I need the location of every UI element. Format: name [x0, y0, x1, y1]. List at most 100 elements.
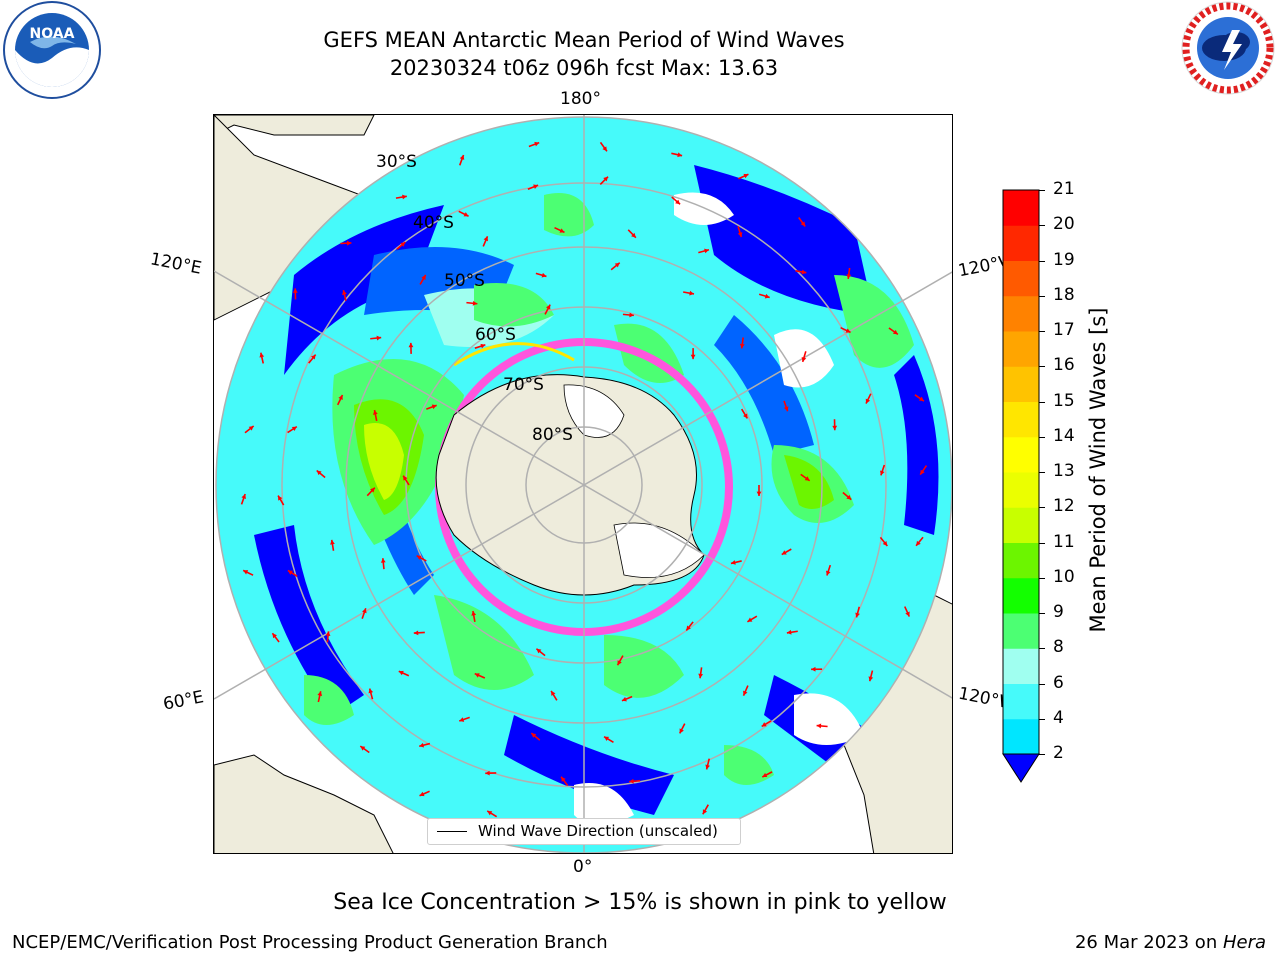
- wave-direction-arrowhead: [686, 625, 691, 631]
- colorbar-segment: [1003, 718, 1039, 755]
- wave-direction-arrowhead: [621, 696, 627, 702]
- colorbar-segment: [1003, 542, 1039, 579]
- wave-direction-arrowhead: [892, 329, 898, 335]
- wave-direction-arrowhead: [408, 342, 414, 348]
- lat-label-70s: 70°S: [503, 375, 544, 395]
- legend-line-swatch: [437, 831, 467, 833]
- lat-label-40s: 40°S: [413, 213, 454, 233]
- wave-direction-arrowhead: [747, 617, 753, 622]
- wave-direction-arrowhead: [801, 269, 807, 275]
- wind-wave-direction-arrows: [240, 141, 928, 831]
- wave-direction-arrowhead: [259, 352, 265, 358]
- colorbar-tick-label: 13: [1053, 461, 1075, 481]
- wave-direction-arrowhead: [801, 356, 807, 362]
- legend-label: Wind Wave Direction (unscaled): [478, 822, 718, 840]
- footer-machine: Hera: [1222, 932, 1266, 953]
- colorbar-tick-mark: [1039, 366, 1045, 368]
- colorbar-tick-label: 6: [1053, 672, 1064, 693]
- wave-direction-arrowhead: [421, 274, 426, 280]
- wave-direction-arrowhead: [679, 728, 684, 734]
- wave-direction-arrowhead: [756, 491, 762, 496]
- colorbar-tick-label: 2: [1053, 743, 1064, 763]
- wave-direction-arrowhead: [602, 146, 607, 152]
- colorbar-under-extension: [1002, 753, 1040, 783]
- wave-direction-arrowhead: [287, 570, 293, 575]
- wave-direction-arrowhead: [463, 212, 469, 217]
- chart-subtitle: 20230324 t06z 096h fcst Max: 13.63: [389, 56, 779, 80]
- wave-direction-arrowhead: [338, 394, 343, 400]
- wave-direction-arrowhead: [311, 354, 316, 360]
- wave-direction-arrowhead: [342, 290, 347, 295]
- colorbar-tick-label: 20: [1053, 214, 1075, 235]
- lat-label-80s: 80°S: [532, 425, 573, 445]
- national-weather-service-logo-icon: [1176, 0, 1280, 104]
- colorbar-tick-mark: [1039, 577, 1045, 579]
- colorbar-tick-label: 19: [1053, 249, 1075, 270]
- graticule: [214, 115, 952, 853]
- colorbar-tick-mark: [1039, 401, 1045, 403]
- wave-direction-arrowhead: [905, 611, 910, 617]
- wave-direction-arrowhead: [545, 304, 551, 310]
- wave-direction-arrowhead: [743, 690, 748, 696]
- wave-direction-arrowhead: [677, 152, 683, 158]
- map-panel: [213, 114, 953, 854]
- lon-label-60e: 60°E: [161, 687, 206, 715]
- wave-direction-arrowhead: [325, 631, 331, 636]
- colorbar-tick-label: 10: [1053, 566, 1075, 587]
- colorbar-tick-mark: [1039, 190, 1045, 191]
- colorbar-tick-label: 15: [1053, 390, 1075, 411]
- wave-direction-arrowhead: [882, 541, 888, 546]
- colorbar-tick-mark: [1039, 260, 1045, 262]
- wave-direction-arrowhead: [631, 232, 636, 238]
- footer-date: 26 Mar 2023 on Hera: [1075, 932, 1266, 953]
- colorbar-segment: [1003, 295, 1039, 332]
- wave-direction-arrowhead: [248, 426, 254, 431]
- wave-direction-arrowhead: [868, 676, 874, 682]
- wave-direction-arrowhead: [431, 404, 437, 410]
- lon-label-0: 0°: [573, 857, 593, 877]
- wave-direction-arrowhead: [846, 494, 852, 500]
- wave-direction-arrowhead: [541, 272, 547, 278]
- wave-direction-arrowhead: [690, 354, 696, 360]
- noaa-logo-icon: NOAA: [0, 0, 104, 104]
- colorbar-tick-label: 14: [1053, 425, 1075, 446]
- wave-direction-arrowhead: [918, 396, 924, 402]
- wave-direction-arrowhead: [317, 691, 323, 697]
- colorbar-tick-mark: [1039, 683, 1045, 685]
- wave-direction-arrowhead: [551, 690, 556, 696]
- wave-direction-arrowhead: [816, 723, 822, 729]
- wave-direction-arrowhead: [531, 733, 537, 738]
- wave-direction-arrowhead: [604, 736, 610, 741]
- colorbar-tick-label: 18: [1053, 284, 1075, 305]
- wave-direction-arrowhead: [846, 274, 852, 279]
- wave-direction-arrowhead: [825, 570, 831, 576]
- wave-direction-arrowhead: [603, 176, 609, 182]
- colorbar-segment: [1003, 472, 1039, 508]
- colorbar-tick-label: 9: [1053, 602, 1064, 622]
- colorbar-segment: [1003, 331, 1039, 367]
- wave-direction-arrowhead: [879, 470, 885, 476]
- colorbar-tick-label: 16: [1053, 355, 1075, 376]
- wave-direction-arrowhead: [739, 343, 745, 349]
- wave-direction-arrowhead: [533, 184, 539, 189]
- wave-direction-arrowhead: [855, 612, 860, 618]
- wave-direction-arrowhead: [413, 630, 419, 636]
- lon-label-180: 180°: [560, 89, 601, 109]
- colorbar-label: Mean Period of Wind Waves [s]: [1086, 307, 1110, 633]
- wave-direction-arrowhead: [243, 570, 249, 575]
- wave-direction-arrowhead: [743, 173, 749, 179]
- wave-direction-arrowhead: [316, 470, 322, 476]
- colorbar-tick-label: 21: [1053, 179, 1075, 199]
- lat-label-30s: 30°S: [376, 152, 417, 172]
- chart-title: GEFS MEAN Antarctic Mean Period of Wind …: [323, 28, 845, 52]
- wave-direction-arrowhead: [370, 487, 375, 493]
- wave-direction-arrowhead: [629, 778, 634, 784]
- colorbar-tick-mark: [1039, 648, 1045, 650]
- wave-direction-arrowhead: [704, 248, 709, 254]
- colorbar-tick-label: 8: [1053, 637, 1064, 658]
- wave-direction-arrowhead: [402, 194, 407, 200]
- wave-direction-arrowhead: [480, 343, 486, 349]
- colorbar-segment: [1003, 366, 1039, 402]
- colorbar-tick-label: 4: [1053, 707, 1064, 728]
- wave-direction-arrowhead: [419, 742, 425, 748]
